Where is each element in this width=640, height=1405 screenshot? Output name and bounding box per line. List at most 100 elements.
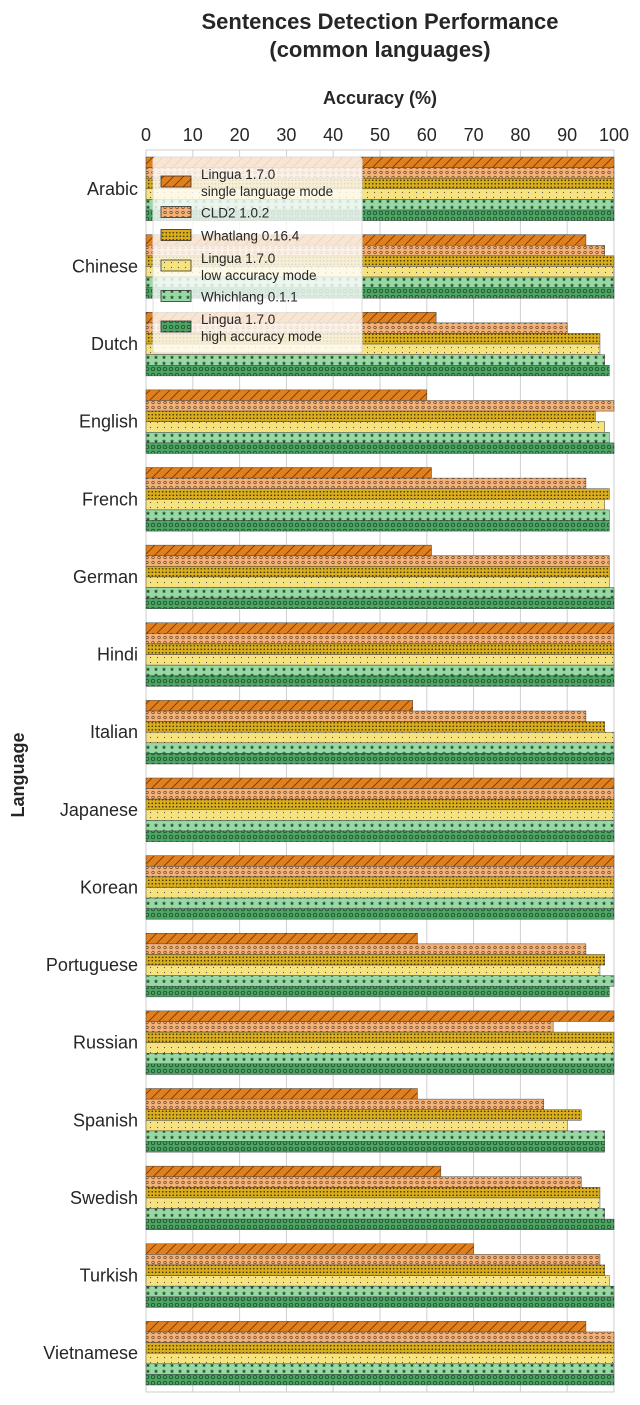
legend-swatch (160, 206, 192, 218)
bar (145, 675, 615, 687)
bar (145, 721, 605, 733)
bar (145, 710, 587, 722)
x-tick-label: 60 (417, 125, 437, 145)
bar (145, 566, 610, 578)
bar (145, 876, 615, 888)
bar (145, 1363, 615, 1375)
x-tick-label: 80 (510, 125, 530, 145)
bar (145, 509, 610, 521)
bar (145, 830, 615, 842)
category-label: Swedish (70, 1188, 138, 1208)
bar (145, 1088, 418, 1100)
bar (145, 1197, 601, 1209)
legend-swatch (160, 229, 192, 241)
bar (145, 897, 615, 909)
bar (145, 400, 615, 412)
x-tick-label: 30 (276, 125, 296, 145)
bar (145, 664, 615, 677)
bar (145, 1264, 605, 1276)
bar (145, 908, 615, 920)
bar (145, 365, 610, 377)
bar (145, 477, 587, 489)
bar (145, 1243, 474, 1255)
bar (145, 555, 610, 567)
legend-label: Whatlang 0.16.4 (201, 229, 300, 244)
bar (145, 820, 615, 832)
x-tick-label: 10 (183, 125, 203, 145)
legend-label: Lingua 1.7.0 (201, 251, 275, 266)
bar (145, 654, 615, 666)
bar (145, 1374, 615, 1386)
legend-label: Whichlang 0.1.1 (201, 290, 298, 305)
bar (145, 788, 615, 800)
bar (145, 1176, 582, 1188)
category-label: English (79, 412, 138, 432)
bar (145, 544, 432, 556)
category-label: Russian (73, 1033, 138, 1053)
x-tick-label: 70 (464, 125, 484, 145)
bar (145, 587, 615, 599)
x-tick-label: 50 (370, 125, 390, 145)
bar (145, 389, 428, 401)
bar (145, 597, 615, 609)
bar (145, 287, 615, 299)
category-label: Korean (80, 877, 138, 897)
bar (145, 1141, 605, 1153)
x-tick-label: 100 (599, 125, 629, 145)
category-label: Arabic (87, 179, 138, 199)
bar (145, 1218, 615, 1230)
category-label: Japanese (60, 800, 138, 820)
bar (145, 1342, 615, 1354)
bar (145, 1187, 601, 1199)
bar (145, 986, 610, 998)
bar (145, 467, 432, 479)
bar (145, 1031, 615, 1043)
x-tick-label: 20 (230, 125, 250, 145)
category-label: Dutch (91, 334, 138, 354)
bar (145, 809, 615, 821)
legend-label: single language mode (201, 184, 333, 199)
category-label: French (82, 489, 138, 509)
bar (145, 622, 615, 634)
bar (145, 1321, 587, 1333)
bar (145, 488, 610, 500)
x-tick-label: 90 (557, 125, 577, 145)
bar (145, 943, 587, 955)
x-axis-label: Accuracy (%) (323, 88, 437, 108)
bar (145, 1130, 605, 1142)
legend-label: Lingua 1.7.0 (201, 167, 275, 182)
bar (145, 798, 615, 811)
bar (145, 753, 615, 765)
bar (145, 1063, 615, 1075)
bar (145, 1165, 442, 1177)
bar (145, 633, 615, 645)
category-label: Portuguese (46, 955, 138, 975)
chart-title-line-1: Sentences Detection Performance (201, 9, 558, 34)
category-label: Vietnamese (43, 1343, 138, 1363)
category-label: German (73, 567, 138, 587)
bars (145, 156, 615, 1386)
y-axis-label: Language (8, 732, 28, 817)
legend-label: low accuracy mode (201, 268, 317, 283)
bar (145, 954, 605, 966)
bar (145, 1010, 615, 1022)
bar (145, 865, 615, 878)
bar (145, 354, 605, 366)
bar (145, 421, 605, 433)
bar (145, 1098, 545, 1110)
bar (145, 777, 615, 789)
legend-label: high accuracy mode (201, 329, 322, 344)
category-label: Turkish (80, 1266, 138, 1286)
bar (145, 442, 615, 454)
bar (145, 410, 596, 422)
bar (145, 499, 605, 511)
plot-frame (145, 149, 615, 1393)
chart-title-line-2: (common languages) (269, 37, 490, 62)
x-tick-label: 40 (323, 125, 343, 145)
bar (145, 1285, 615, 1298)
legend-swatch (160, 290, 192, 302)
legend-box (152, 156, 363, 354)
bar (145, 964, 601, 976)
legend: Lingua 1.7.0 single language mode CLD2 1.0… (152, 156, 363, 354)
legend-swatch (160, 320, 192, 333)
